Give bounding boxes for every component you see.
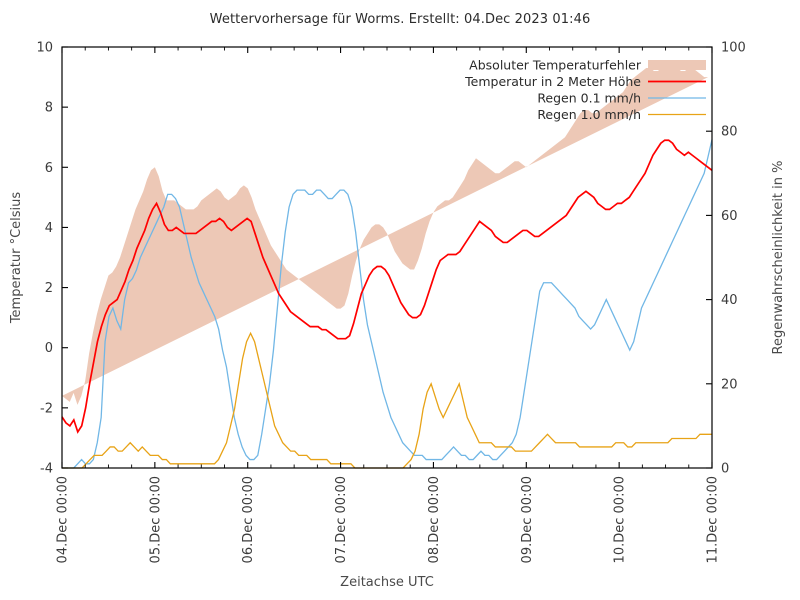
x-tick-label: 08.Dec 00:00 — [427, 476, 442, 563]
legend-item: Regen 0.1 mm/h — [537, 91, 706, 106]
temperature-error-band — [62, 62, 709, 405]
y-tick-label-right: 60 — [721, 209, 738, 224]
y-tick-label-left: 8 — [45, 101, 53, 116]
y-tick-label-right: 0 — [721, 462, 729, 477]
legend-item: Regen 1.0 mm/h — [537, 107, 706, 122]
y-tick-label-right: 20 — [721, 377, 738, 392]
x-axis-tick-labels: 04.Dec 00:00 05.Dec 00:00 06.Dec 00:00 07.D… — [56, 476, 721, 563]
temperature-line — [61, 139, 713, 434]
rain-1-0-line — [62, 331, 712, 469]
legend-label: Regen 0.1 mm/h — [537, 91, 641, 106]
y-axis-left-title: Temperatur °Celsius — [9, 192, 24, 325]
x-tick-label: 05.Dec 00:00 — [148, 476, 163, 563]
y-tick-label-left: -4 — [40, 462, 53, 477]
y-axis-right-title: Regenwahrscheinlichkeit in % — [771, 161, 786, 355]
axes — [61, 46, 713, 469]
y-tick-label-left: 0 — [45, 341, 53, 356]
y-tick-label-right: 80 — [721, 125, 738, 140]
x-tick-label: 11.Dec 00:00 — [706, 476, 721, 563]
y-axis-right-tick-labels: 0 20 40 60 80 100 — [721, 41, 746, 477]
legend-label: Absoluter Temperaturfehler — [469, 58, 642, 73]
x-tick-label: 10.Dec 00:00 — [613, 476, 628, 563]
legend-item: Temperatur in 2 Meter Höhe — [464, 74, 706, 89]
x-tick-label: 09.Dec 00:00 — [520, 476, 535, 563]
y-tick-label-left: 6 — [45, 161, 53, 176]
x-tick-label: 04.Dec 00:00 — [56, 476, 71, 563]
chart-title: Wettervorhersage für Worms. Erstellt: 04… — [209, 12, 591, 27]
x-tick-label: 06.Dec 00:00 — [241, 476, 256, 563]
legend-swatch-band — [648, 60, 706, 70]
y-tick-label-left: 4 — [45, 221, 53, 236]
legend-label: Temperatur in 2 Meter Höhe — [464, 74, 641, 89]
y-tick-label-left: 2 — [45, 281, 53, 296]
legend-label: Regen 1.0 mm/h — [537, 107, 641, 122]
y-tick-label-left: -2 — [40, 401, 53, 416]
legend-item: Absoluter Temperaturfehler — [469, 58, 706, 73]
y-tick-label-right: 40 — [721, 293, 738, 308]
y-tick-label-right: 100 — [721, 41, 746, 56]
y-tick-label-left: 10 — [36, 41, 53, 56]
x-axis-title: Zeitachse UTC — [340, 575, 434, 590]
rain-0-1-line — [62, 139, 713, 469]
x-tick-label: 07.Dec 00:00 — [334, 476, 349, 563]
y-axis-left-tick-labels: -4 -2 0 2 4 6 8 10 — [36, 41, 53, 477]
